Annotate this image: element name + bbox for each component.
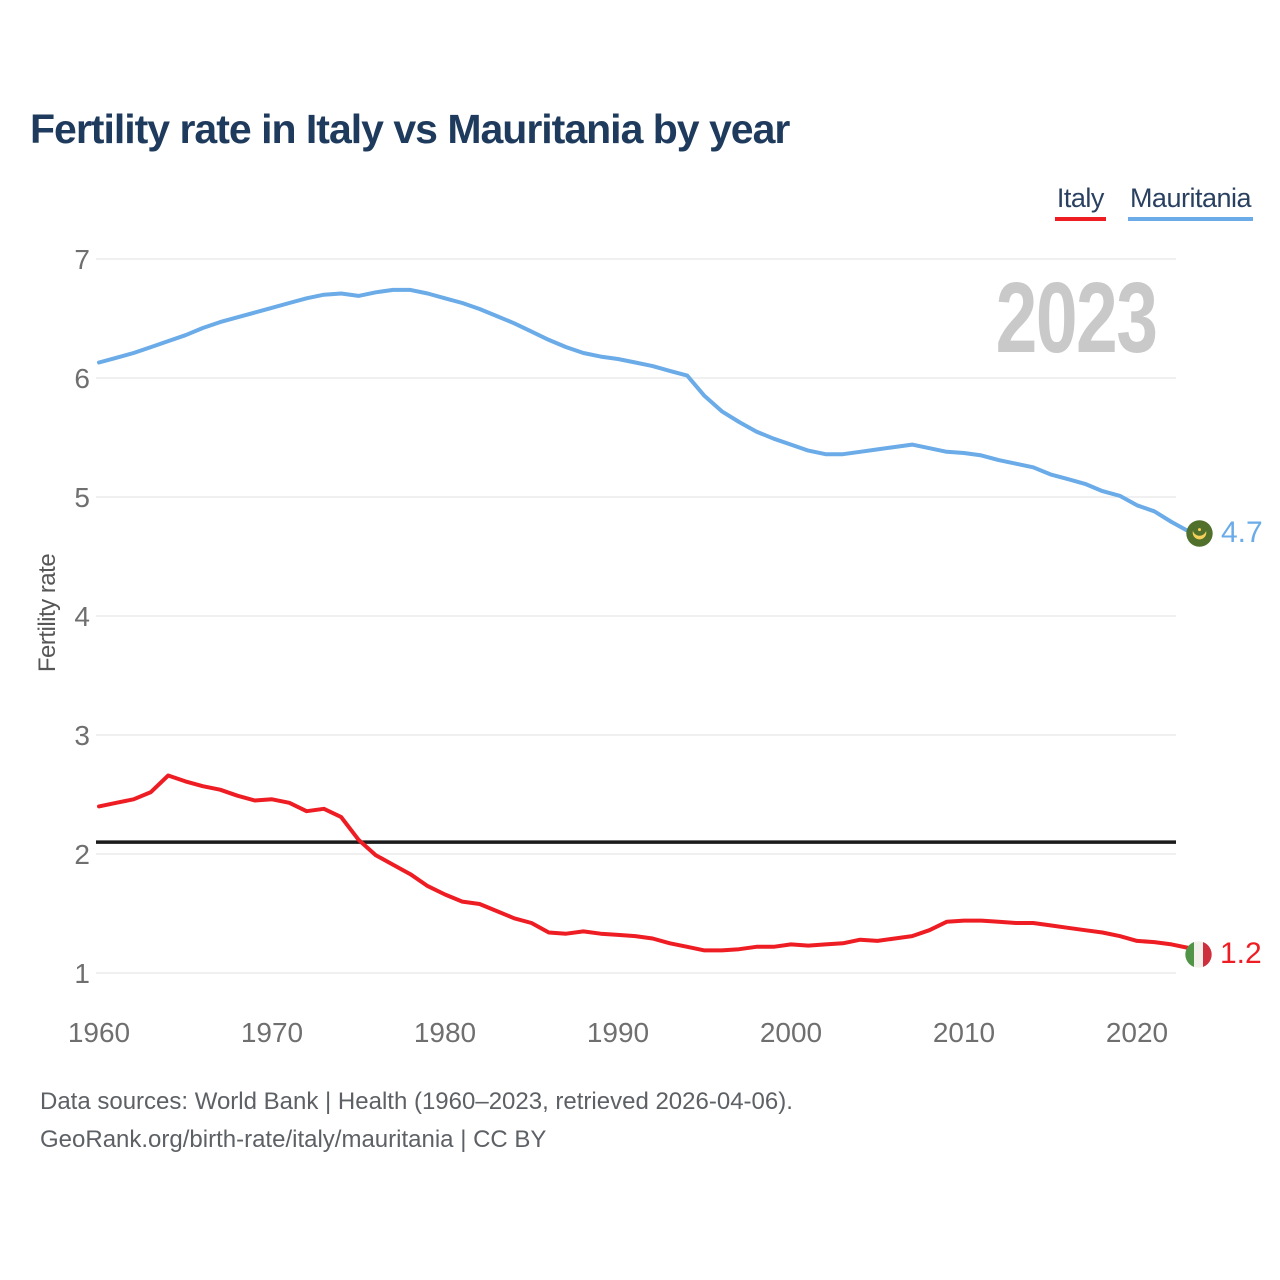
footer-attribution-line: GeoRank.org/birth-rate/italy/mauritania …	[40, 1126, 547, 1153]
italy-flag-icon	[1185, 940, 1212, 968]
legend: Italy Mauritania	[1054, 183, 1253, 221]
svg-text:1960: 1960	[68, 1017, 130, 1048]
svg-text:1980: 1980	[414, 1017, 476, 1048]
svg-text:2000: 2000	[760, 1017, 822, 1048]
footer-source-line: Data sources: World Bank | Health (1960–…	[40, 1088, 793, 1115]
svg-text:1970: 1970	[241, 1017, 303, 1048]
svg-text:3: 3	[74, 720, 90, 751]
legend-label-italy: Italy	[1056, 183, 1105, 213]
end-label-italy: 1.2	[1185, 939, 1262, 969]
svg-text:2010: 2010	[933, 1017, 995, 1048]
mauritania-flag-icon	[1186, 519, 1213, 547]
svg-text:4: 4	[74, 601, 90, 632]
legend-item-italy[interactable]: Italy	[1054, 183, 1106, 221]
svg-text:6: 6	[74, 363, 90, 394]
end-label-mauritania: 4.7	[1186, 518, 1263, 548]
svg-text:7: 7	[74, 244, 90, 275]
legend-item-mauritania[interactable]: Mauritania	[1127, 183, 1253, 221]
legend-label-mauritania: Mauritania	[1129, 183, 1252, 213]
svg-text:1990: 1990	[587, 1017, 649, 1048]
end-value-italy: 1.2	[1220, 937, 1262, 970]
svg-text:2020: 2020	[1106, 1017, 1168, 1048]
footer: Data sources: World Bank | Health (1960–…	[40, 1083, 793, 1159]
watermark-year: 2023	[995, 262, 1157, 374]
svg-text:1: 1	[74, 958, 90, 989]
end-value-mauritania: 4.7	[1221, 516, 1263, 549]
svg-text:2: 2	[74, 839, 90, 870]
svg-text:5: 5	[74, 482, 90, 513]
chart-title: Fertility rate in Italy vs Mauritania by…	[30, 106, 790, 152]
